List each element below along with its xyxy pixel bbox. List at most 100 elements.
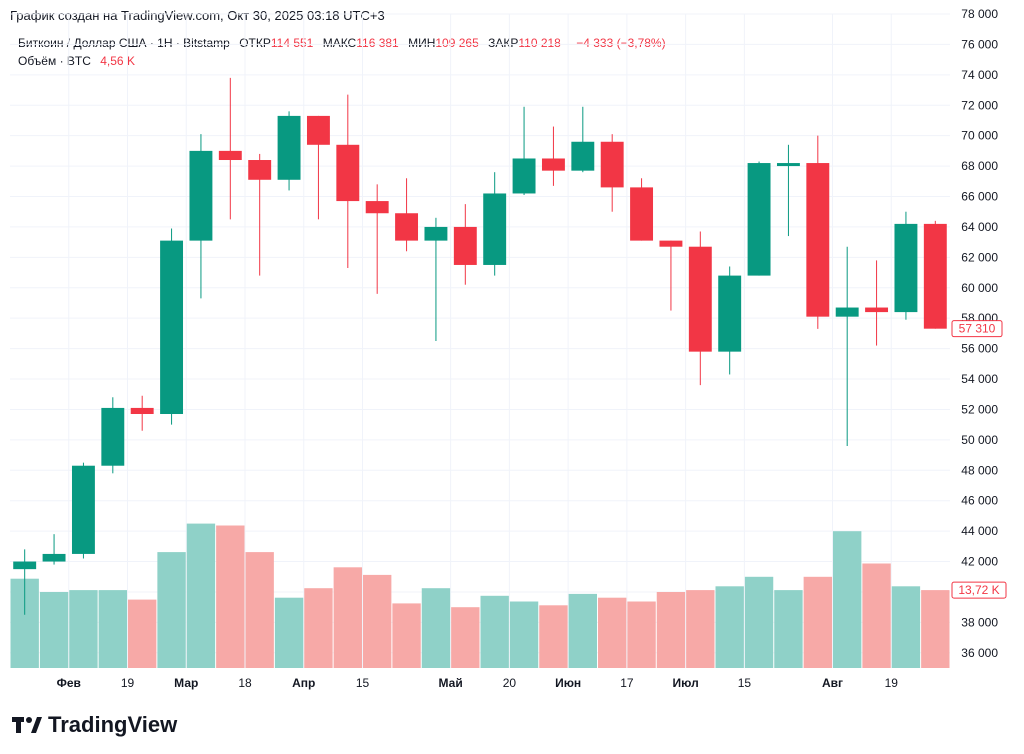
y-tick-label: 46 000	[961, 494, 998, 508]
y-tick-label: 76 000	[961, 37, 998, 51]
volume-bar	[98, 590, 127, 668]
volume-bar	[715, 586, 744, 668]
candle-body	[747, 163, 771, 276]
legend-volume-label[interactable]: Объём · BTC	[18, 54, 91, 68]
candle-body	[365, 201, 389, 214]
legend-open-label: ОТКР	[239, 36, 271, 50]
last-volume-badge	[951, 581, 1007, 599]
candle-body	[71, 465, 95, 554]
last-price-badge	[951, 320, 1003, 338]
candle-body	[336, 144, 360, 202]
candle-body	[13, 561, 37, 570]
volume-bar	[421, 588, 451, 668]
x-tick-label: 15	[738, 676, 752, 690]
y-tick-label: 64 000	[961, 220, 998, 234]
volume-bar	[744, 576, 774, 668]
volume-bar	[186, 523, 216, 668]
legend-open-value: 114 551	[270, 36, 314, 50]
volume-bar	[656, 592, 686, 668]
candle-body	[189, 150, 213, 241]
x-tick-label: 19	[121, 676, 135, 690]
candle-body	[688, 246, 712, 352]
x-tick-label: Авг	[822, 676, 843, 690]
volume-bar	[480, 595, 509, 668]
tradingview-logo-icon	[12, 717, 42, 733]
y-tick-label: 62 000	[961, 250, 998, 264]
legend-high-label: МАКС	[322, 36, 357, 50]
candle-body	[571, 141, 595, 171]
candle-body	[894, 223, 918, 313]
y-tick-label: 68 000	[961, 159, 998, 173]
candle-body	[630, 187, 654, 241]
x-tick-label: 19	[885, 676, 899, 690]
candle-body	[130, 407, 154, 415]
candle-body	[218, 150, 242, 161]
volume-bar	[216, 525, 245, 668]
legend-low-value: 109 265	[435, 36, 479, 50]
candle-body	[659, 240, 683, 247]
volume-bar	[333, 567, 362, 668]
last-price-label: 57 310	[959, 322, 996, 336]
y-tick-label: 74 000	[961, 68, 998, 82]
x-tick-label: 15	[356, 676, 370, 690]
candle-body	[541, 158, 565, 171]
y-tick-label: 36 000	[961, 646, 998, 660]
y-tick-label: 66 000	[961, 190, 998, 204]
volume-bar	[451, 607, 480, 668]
legend-change: −4 333 (−3,78%)	[576, 36, 666, 50]
y-tick-label: 38 000	[961, 615, 998, 629]
x-tick-label: Мар	[174, 676, 198, 690]
volume-bar	[392, 603, 421, 668]
chart-caption: График создан на TradingView.com, Окт 30…	[10, 8, 385, 23]
volume-bar	[363, 574, 392, 668]
x-tick-label: Апр	[292, 676, 315, 690]
candle-body	[718, 275, 742, 352]
candle-body	[923, 223, 947, 329]
x-tick-label: Июл	[673, 676, 699, 690]
volume-bar	[69, 590, 98, 668]
legend-volume-row: Объём · BTC 4,56 K	[18, 52, 666, 70]
volume-bar	[245, 552, 274, 668]
candle-body	[483, 193, 507, 265]
x-tick-label: Июн	[555, 676, 581, 690]
x-tick-label: 18	[238, 676, 252, 690]
candle-body	[160, 240, 184, 415]
y-tick-label: 52 000	[961, 402, 998, 416]
chart-legend: Биткоин / Доллар США · 1Н · Bitstamp ОТК…	[18, 34, 666, 70]
legend-volume-value: 4,56 K	[100, 54, 135, 68]
legend-close-label: ЗАКР	[488, 36, 519, 50]
y-tick-label: 54 000	[961, 372, 998, 386]
candle-body	[453, 226, 477, 265]
y-tick-label: 42 000	[961, 555, 998, 569]
candle-body	[277, 115, 301, 180]
candle-body	[424, 226, 448, 241]
y-tick-label: 44 000	[961, 524, 998, 538]
y-tick-label: 48 000	[961, 463, 998, 477]
volume-bar	[157, 552, 186, 668]
y-tick-label: 56 000	[961, 342, 998, 356]
legend-low-label: МИН	[408, 36, 436, 50]
y-tick-label: 50 000	[961, 433, 998, 447]
volume-bar	[509, 601, 539, 668]
legend-symbol[interactable]: Биткоин / Доллар США · 1Н · Bitstamp	[18, 36, 230, 50]
x-tick-label: Фев	[57, 676, 81, 690]
volume-bar	[568, 593, 597, 668]
volume-bar	[539, 605, 568, 668]
volume-bar	[627, 601, 656, 668]
x-tick-label: Май	[439, 676, 463, 690]
volume-bar	[774, 590, 803, 668]
volume-bar	[686, 590, 715, 668]
candle-body	[776, 163, 800, 167]
volume-bar	[891, 586, 921, 668]
candle-body	[512, 158, 536, 194]
volume-bar	[921, 590, 950, 668]
candle-body	[248, 160, 272, 180]
y-tick-label: 72 000	[961, 98, 998, 112]
candle-body	[395, 213, 419, 241]
y-tick-label: 78 000	[961, 7, 998, 21]
volume-bar	[128, 599, 157, 668]
y-tick-label: 70 000	[961, 129, 998, 143]
volume-bar	[833, 531, 862, 668]
candle-body	[600, 141, 624, 188]
